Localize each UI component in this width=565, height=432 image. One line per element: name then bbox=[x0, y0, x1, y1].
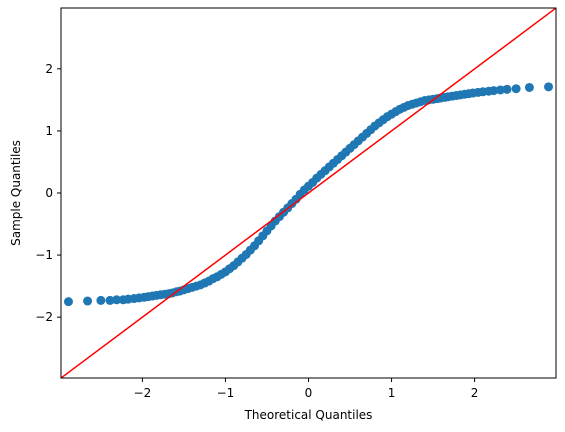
axes-frame bbox=[60, 7, 557, 379]
x-tick-label: −2 bbox=[134, 386, 152, 400]
data-point bbox=[502, 84, 512, 94]
y-tick-label: 0 bbox=[45, 186, 53, 200]
data-point bbox=[544, 82, 554, 92]
plot-area bbox=[61, 8, 556, 378]
data-point bbox=[511, 84, 521, 94]
x-tick-label: 2 bbox=[471, 386, 479, 400]
y-tick-label: −2 bbox=[35, 310, 53, 324]
x-tick-label: −1 bbox=[217, 386, 235, 400]
data-point bbox=[63, 297, 73, 307]
y-tick-label: 1 bbox=[45, 124, 53, 138]
y-axis-label: Sample Quantiles bbox=[9, 140, 23, 246]
reference-line bbox=[61, 8, 556, 378]
y-tick-label: −1 bbox=[35, 248, 53, 262]
data-point bbox=[489, 86, 499, 96]
x-tick-label: 1 bbox=[388, 386, 396, 400]
x-tick-label: 0 bbox=[305, 386, 313, 400]
data-point bbox=[96, 295, 106, 305]
data-point bbox=[83, 296, 93, 306]
y-axis: −2 −1 0 1 2 bbox=[35, 62, 61, 324]
data-point bbox=[105, 295, 115, 305]
data-point bbox=[112, 295, 122, 305]
x-axis: −2 −1 0 1 2 bbox=[134, 378, 479, 400]
x-axis-label: Theoretical Quantiles bbox=[244, 408, 373, 422]
data-point bbox=[495, 85, 505, 95]
data-point bbox=[524, 82, 534, 92]
y-tick-label: 2 bbox=[45, 62, 53, 76]
